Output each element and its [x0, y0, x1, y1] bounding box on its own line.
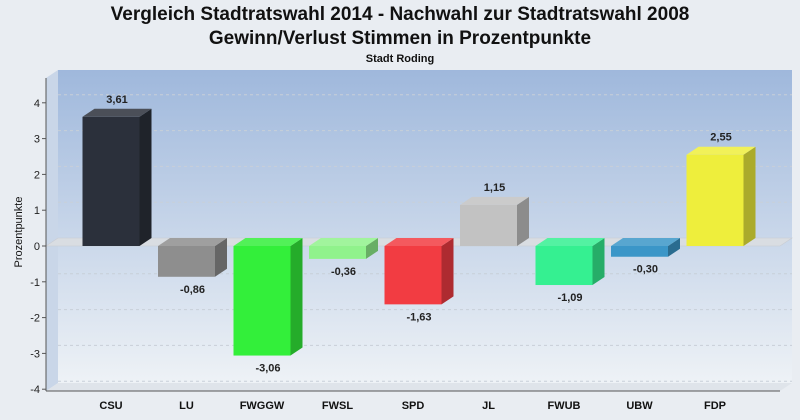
y-tick-label: 1 [34, 205, 40, 217]
bar-top [82, 108, 152, 117]
bar-side [517, 196, 529, 246]
data-label-jl: 1,15 [484, 182, 505, 194]
plot-area [46, 70, 792, 391]
data-label-lu: -0,86 [180, 284, 205, 296]
bar-top [384, 238, 454, 246]
bar-side [139, 108, 152, 247]
bar-jl [460, 196, 529, 246]
data-label-fwggw: -3,06 [255, 363, 280, 375]
data-label-spd: -1,63 [406, 311, 431, 323]
data-labels: 3,61 -0,86 -3,06 -0,36 -1,63 1,15 -1,09 -0,30 2,… [106, 94, 731, 375]
x-tick-label-lu: LU [179, 400, 194, 412]
bar-side [668, 238, 680, 257]
data-label-ubw: -0,30 [633, 264, 658, 276]
y-tick-label: 2 [34, 169, 40, 181]
plot-left-wall [46, 70, 58, 391]
bar-top [233, 238, 303, 246]
y-tick-label: -3 [30, 348, 40, 360]
bar-lu [158, 238, 227, 277]
chart-caption: Stadt Roding [365, 53, 435, 65]
x-tick-label-fwggw: FWGGW [240, 400, 285, 412]
bar-spd [384, 238, 454, 305]
bar-front [82, 116, 140, 247]
x-tick-label-csu: CSU [99, 400, 122, 412]
plot-background [58, 70, 792, 383]
bar-top [309, 238, 378, 246]
x-tick-label-fwub: FWUB [548, 400, 581, 412]
bar-side [290, 238, 303, 356]
bar-top [158, 238, 227, 246]
y-tick-label: 0 [34, 241, 40, 253]
axes: 4 3 2 1 0 -1 -2 -3 -4 CSU LU FWGGW FWSL SPD JL FWUB UBW F… [30, 78, 780, 412]
bar-front [233, 246, 291, 356]
data-label-csu: 3,61 [106, 94, 127, 106]
bar-top [611, 238, 680, 246]
bar-side [215, 238, 227, 277]
chart-title: Vergleich Stadtratswahl 2014 - Nachwahl … [110, 4, 690, 25]
bar-fwsl [309, 238, 378, 259]
x-tick-label-jl: JL [482, 400, 495, 412]
x-tick-label-fwsl: FWSL [322, 400, 353, 412]
bar-side [592, 238, 605, 286]
bar-side [743, 146, 756, 246]
x-tick-label-spd: SPD [402, 400, 425, 412]
bar-top [686, 146, 756, 155]
bar-fwggw [233, 238, 303, 356]
y-tick-label: -4 [30, 384, 40, 396]
bar-csu [82, 108, 152, 247]
bar-front [158, 246, 215, 277]
bar-fwub [535, 238, 605, 286]
data-label-fwsl: -0,36 [331, 266, 356, 278]
bar-side [366, 238, 378, 259]
bar-top [535, 238, 605, 246]
bar-front [460, 204, 517, 246]
bar-front [384, 246, 442, 305]
bar-fdp [686, 146, 756, 246]
data-label-fdp: 2,55 [710, 132, 731, 144]
x-tick-label-fdp: FDP [704, 400, 726, 412]
bar-front [686, 154, 744, 246]
y-tick-label: -2 [30, 313, 40, 325]
y-tick-label: 4 [34, 98, 40, 110]
y-tick-label: 3 [34, 134, 40, 146]
bar-front [535, 246, 593, 286]
bar-front [611, 246, 668, 257]
bar-ubw [611, 238, 680, 257]
y-tick-label: -1 [30, 277, 40, 289]
x-tick-label-ubw: UBW [626, 400, 653, 412]
chart-subtitle: Gewinn/Verlust Stimmen in Prozentpunkte [208, 28, 592, 49]
y-axis-label: Prozentpunkte [13, 197, 25, 268]
bar-side [441, 238, 454, 305]
plot-floor [46, 383, 792, 391]
data-label-fwub: -1,09 [557, 292, 582, 304]
bar-top [460, 196, 529, 205]
grid-lines [45, 94, 793, 382]
bars [82, 108, 756, 356]
bar-front [309, 246, 366, 259]
